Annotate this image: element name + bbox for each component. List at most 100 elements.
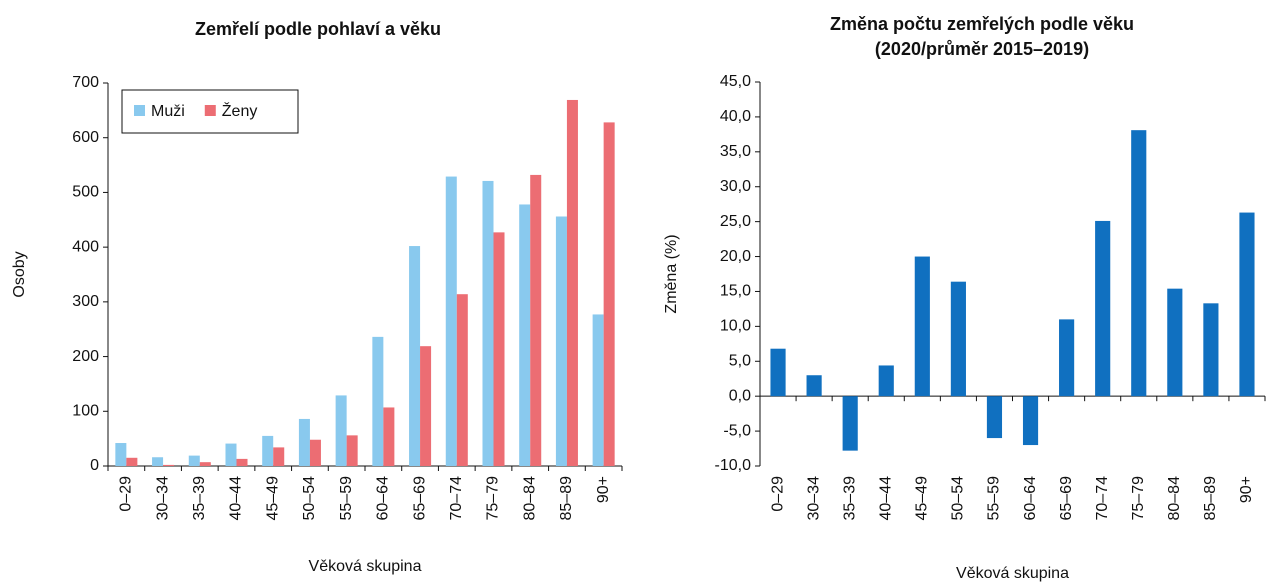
bar — [309, 439, 321, 466]
y-tick-label: 40,0 — [720, 108, 751, 125]
bar — [914, 256, 930, 397]
y-tick-label: 35,0 — [720, 143, 751, 160]
x-tick-label: 55–59 — [986, 476, 1003, 521]
y-tick-label: 100 — [72, 403, 99, 420]
x-axis-label: Věková skupina — [309, 558, 422, 575]
x-tick-label: 65–69 — [411, 476, 428, 521]
bar — [346, 435, 358, 466]
y-tick-label: 25,0 — [720, 213, 751, 230]
x-tick-label: 85–89 — [1202, 476, 1219, 521]
y-tick-label: -5,0 — [723, 422, 751, 439]
bar — [383, 407, 395, 466]
y-tick-label: 0,0 — [729, 387, 751, 404]
x-tick-label: 70–74 — [1094, 476, 1111, 521]
bar — [225, 443, 237, 466]
y-tick-label: 700 — [72, 74, 99, 91]
y-tick-label: -10,0 — [715, 457, 752, 474]
x-tick-label: 60–64 — [1022, 476, 1039, 521]
x-tick-label: 50–54 — [950, 476, 967, 521]
chart-subtitle: (2020/průměr 2015–2019) — [875, 39, 1089, 59]
chart-title: Zemřelí podle pohlaví a věku — [195, 19, 441, 39]
legend: Muži Ženy — [121, 89, 299, 134]
bar — [262, 435, 274, 466]
y-tick-label: 0 — [90, 457, 99, 474]
bar — [1239, 212, 1255, 397]
y-tick-label: 400 — [72, 238, 99, 255]
bar — [530, 174, 542, 467]
bar — [1167, 288, 1183, 397]
bar — [420, 346, 432, 466]
x-tick-label: 90+ — [595, 476, 612, 503]
x-tick-label: 35–39 — [841, 476, 858, 521]
x-tick-label: 30–34 — [154, 476, 171, 521]
x-tick-label: 80–84 — [521, 476, 538, 521]
x-tick-label: 65–69 — [1058, 476, 1075, 521]
bar — [188, 455, 200, 466]
x-tick-label: 85–89 — [558, 476, 575, 521]
bar — [1022, 396, 1039, 446]
bar — [842, 396, 858, 451]
y-tick-label: 20,0 — [720, 248, 751, 265]
y-tick-label: 5,0 — [729, 352, 751, 369]
bar — [163, 464, 175, 466]
legend-swatch — [204, 105, 216, 116]
bar — [493, 232, 505, 466]
bar — [152, 457, 164, 466]
bar — [566, 99, 578, 466]
bar — [445, 176, 457, 466]
bar — [555, 216, 567, 466]
bar — [372, 336, 384, 466]
x-tick-label: 60–64 — [375, 476, 392, 521]
bar — [482, 180, 494, 466]
legend-label: Muži — [151, 103, 185, 120]
x-tick-label: 70–74 — [448, 476, 465, 521]
x-tick-label: 55–59 — [338, 476, 355, 521]
x-tick-label: 45–49 — [264, 476, 281, 521]
bar — [273, 447, 285, 466]
y-tick-label: 10,0 — [720, 318, 751, 335]
bar — [115, 443, 127, 466]
bar — [592, 314, 604, 466]
y-tick-label: 30,0 — [720, 178, 751, 195]
bar — [1095, 220, 1111, 397]
bar — [986, 396, 1003, 439]
bar — [878, 365, 894, 397]
x-tick-label: 40–44 — [228, 476, 245, 521]
bar — [1131, 130, 1147, 397]
legend-label: Ženy — [222, 101, 258, 120]
x-tick-label: 35–39 — [191, 476, 208, 521]
bar — [298, 418, 310, 466]
x-tick-label: 50–54 — [301, 476, 318, 521]
legend-swatch — [134, 105, 145, 116]
y-tick-label: 500 — [72, 184, 99, 201]
bar — [1059, 319, 1075, 397]
bar — [806, 375, 822, 397]
x-tick-label: 75–79 — [1130, 476, 1147, 521]
bar — [603, 122, 615, 466]
y-tick-label: 600 — [72, 129, 99, 146]
x-tick-label: 40–44 — [877, 476, 894, 521]
bar — [335, 395, 347, 466]
y-tick-label: 15,0 — [720, 283, 751, 300]
bar — [456, 294, 468, 466]
x-tick-label: 90+ — [1238, 476, 1255, 503]
x-tick-label: 0–29 — [118, 476, 135, 512]
bar — [770, 348, 786, 397]
y-axis-label: Osoby — [11, 251, 28, 297]
bar — [519, 204, 531, 467]
y-axis-label: Změna (%) — [663, 234, 680, 313]
bar — [199, 462, 211, 466]
x-axis-label: Věková skupina — [956, 565, 1069, 582]
y-tick-label: 45,0 — [720, 73, 751, 90]
y-tick-label: 200 — [72, 348, 99, 365]
bar — [236, 458, 248, 466]
bar — [126, 457, 138, 466]
x-tick-label: 45–49 — [914, 476, 931, 521]
x-tick-label: 80–84 — [1166, 476, 1183, 521]
x-tick-label: 75–79 — [485, 476, 502, 521]
bar — [1203, 303, 1219, 397]
bar — [950, 281, 966, 397]
chart-title: Změna počtu zemřelých podle věku — [830, 14, 1134, 34]
x-tick-label: 30–34 — [805, 476, 822, 521]
